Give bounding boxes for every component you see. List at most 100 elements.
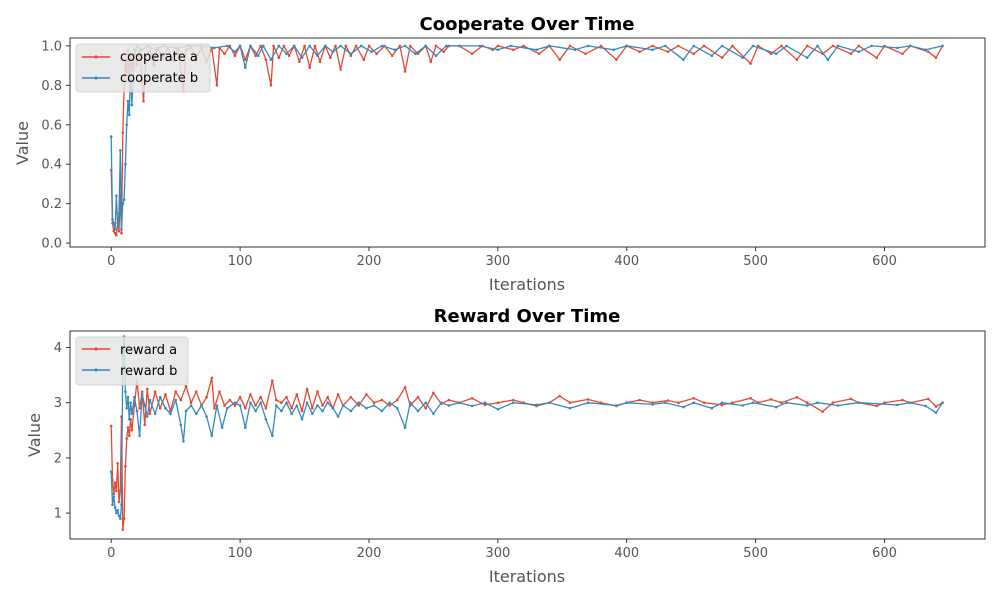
data-point-reward-a [821, 410, 824, 413]
data-point-cooperate-a [339, 68, 342, 71]
data-point-cooperate-b [370, 50, 373, 54]
legend-label-cooperate-a: cooperate a [120, 50, 198, 65]
y-tick-label: 3 [54, 396, 62, 411]
data-point-reward-b [403, 426, 407, 429]
data-point-cooperate-b [125, 123, 128, 127]
data-point-cooperate-a [403, 70, 407, 73]
data-point-reward-a [218, 390, 221, 394]
data-point-cooperate-a [303, 44, 306, 48]
data-point-reward-a [349, 395, 353, 399]
data-point-reward-a [586, 398, 590, 401]
data-point-cooperate-b [360, 44, 363, 48]
data-point-cooperate-b [249, 44, 252, 48]
data-point-cooperate-a [318, 60, 322, 63]
data-point-reward-a [666, 399, 670, 402]
data-point-reward-a [311, 406, 314, 410]
data-point-cooperate-b [121, 202, 125, 205]
data-point-reward-b [164, 406, 167, 410]
data-point-cooperate-b [741, 56, 744, 59]
data-point-reward-a [424, 406, 428, 410]
data-point-cooperate-b [548, 44, 551, 48]
data-point-cooperate-a [215, 84, 219, 87]
data-point-reward-b [254, 409, 257, 413]
data-point-reward-b [126, 395, 130, 399]
data-point-cooperate-a [117, 229, 121, 233]
data-point-reward-a [470, 397, 474, 400]
data-point-cooperate-a [831, 44, 835, 48]
data-point-reward-a [568, 401, 572, 405]
data-point-reward-b [896, 403, 899, 407]
data-point-cooperate-a [720, 56, 724, 59]
data-point-reward-a [271, 379, 274, 383]
data-point-reward-b [664, 401, 667, 405]
data-point-cooperate-a [223, 52, 226, 56]
data-point-cooperate-b [126, 99, 130, 103]
data-point-reward-b [470, 404, 474, 408]
data-point-reward-b [130, 412, 134, 416]
data-point-reward-b [457, 401, 461, 405]
data-point-reward-b [548, 401, 551, 405]
data-point-reward-b [138, 434, 141, 438]
data-point-cooperate-b [774, 52, 778, 56]
data-point-cooperate-b [393, 48, 397, 52]
data-point-cooperate-a [313, 44, 317, 48]
data-point-reward-b [651, 403, 654, 406]
data-point-cooperate-a [849, 52, 853, 56]
data-point-cooperate-a [756, 44, 760, 48]
data-point-cooperate-a [805, 44, 809, 48]
data-point-cooperate-a [112, 229, 116, 233]
data-point-reward-a [677, 401, 680, 405]
data-point-reward-b [372, 404, 376, 407]
legend: cooperate a cooperate b [75, 43, 211, 93]
data-point-reward-b [233, 401, 237, 405]
data-point-reward-a [153, 390, 157, 394]
data-point-reward-a [264, 406, 268, 410]
data-point-reward-a [280, 401, 283, 405]
data-point-cooperate-a [244, 58, 247, 61]
data-point-reward-a [875, 404, 878, 408]
data-point-reward-b [909, 401, 912, 405]
y-tick-label: 0.4 [41, 158, 62, 173]
data-point-reward-a [116, 462, 119, 465]
data-point-cooperate-a [677, 44, 680, 48]
data-point-reward-a [189, 401, 193, 405]
data-point-reward-b [692, 401, 695, 405]
data-point-cooperate-b [130, 103, 134, 107]
data-point-reward-b [388, 401, 391, 405]
data-point-cooperate-b [277, 44, 281, 48]
data-point-cooperate-a [259, 44, 263, 48]
data-point-reward-b [280, 409, 283, 413]
data-point-reward-a [795, 395, 799, 399]
data-point-reward-a [934, 405, 938, 408]
data-point-reward-a [115, 489, 118, 493]
data-point-cooperate-b [909, 44, 912, 48]
data-point-cooperate-a [857, 44, 860, 48]
data-point-reward-a [140, 390, 144, 394]
data-point-reward-b [259, 401, 263, 405]
data-point-cooperate-a [749, 62, 752, 65]
data-point-reward-b [182, 440, 185, 443]
data-point-reward-a [128, 434, 131, 438]
data-point-reward-b [447, 404, 451, 407]
data-point-reward-b [140, 393, 144, 396]
data-point-cooperate-a [442, 50, 446, 54]
data-point-cooperate-a [113, 231, 117, 235]
data-point-cooperate-a [142, 99, 145, 103]
data-point-reward-a [184, 384, 188, 388]
data-point-reward-a [125, 437, 128, 440]
data-point-reward-b [285, 401, 288, 405]
y-tick-label: 1.0 [41, 39, 62, 54]
data-point-reward-b [615, 404, 618, 407]
data-point-cooperate-b [323, 44, 327, 48]
data-point-reward-a [416, 395, 420, 399]
series-line-reward-b [110, 335, 944, 520]
data-point-cooperate-b [339, 44, 342, 48]
data-point-cooperate-a [254, 54, 257, 57]
data-point-cooperate-b [573, 48, 577, 52]
data-point-reward-a [305, 387, 309, 391]
data-point-cooperate-b [785, 44, 788, 48]
data-point-cooperate-b [225, 44, 229, 48]
data-point-cooperate-b [285, 52, 288, 56]
data-point-reward-b [424, 401, 428, 405]
data-point-reward-a [164, 393, 167, 396]
